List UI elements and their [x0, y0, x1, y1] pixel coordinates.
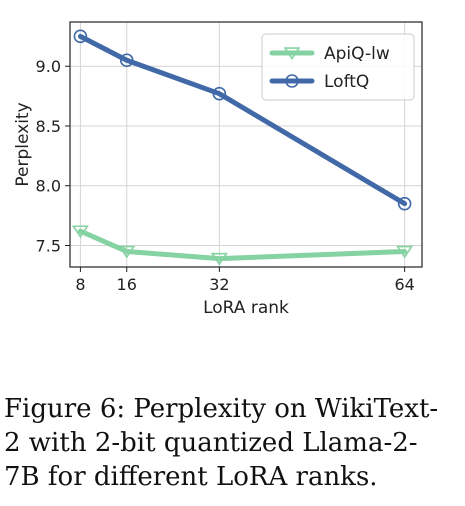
series-apiq-lw	[71, 225, 414, 266]
y-tick-label: 9.0	[36, 57, 61, 76]
y-tick-label: 7.5	[36, 236, 61, 255]
plot-frame	[69, 21, 423, 268]
x-tick-label: 16	[117, 275, 137, 294]
y-axis-ticks: 7.5 8.0 8.5 9.0	[36, 57, 70, 255]
series-line-apiq-lw	[77, 228, 408, 262]
x-axis-ticks: 8 16 32 64	[75, 267, 415, 294]
data-point-loftq	[397, 196, 412, 211]
data-point-apiq-lw	[71, 225, 89, 239]
y-tick-label: 8.0	[36, 177, 61, 196]
data-point-apiq-lw	[210, 252, 228, 266]
legend-marker	[283, 47, 301, 61]
data-point-loftq	[73, 29, 88, 44]
series-layer	[71, 29, 414, 266]
perplexity-chart: 8 16 32 64 7.5 8.0 8.5 9.0 LoRA rank Perplexit…	[13, 21, 423, 318]
legend-entry-apiq-lw: ApiQ-lw	[269, 44, 390, 64]
x-tick-label: 32	[209, 275, 229, 294]
x-tick-label: 8	[75, 275, 85, 294]
data-point-loftq	[119, 53, 134, 68]
x-tick-label: 64	[394, 275, 414, 294]
legend-entry-loftq: LoftQ	[269, 72, 369, 92]
data-point-loftq	[212, 86, 227, 101]
legend: ApiQ-lw LoftQ	[261, 33, 415, 101]
legend-marker	[285, 74, 299, 88]
x-axis-title: LoRA rank	[203, 298, 289, 318]
data-point-apiq-lw	[396, 245, 414, 259]
y-axis-title: Perplexity	[13, 102, 33, 186]
y-tick-label: 8.5	[36, 117, 61, 136]
figure-caption: Figure 6: Perplexity on WikiText-2 with …	[4, 394, 439, 492]
series-loftq	[73, 29, 412, 211]
legend-label: LoftQ	[324, 72, 369, 92]
legend-label: ApiQ-lw	[324, 44, 390, 64]
data-point-apiq-lw	[118, 245, 136, 259]
series-line-loftq	[77, 33, 408, 207]
